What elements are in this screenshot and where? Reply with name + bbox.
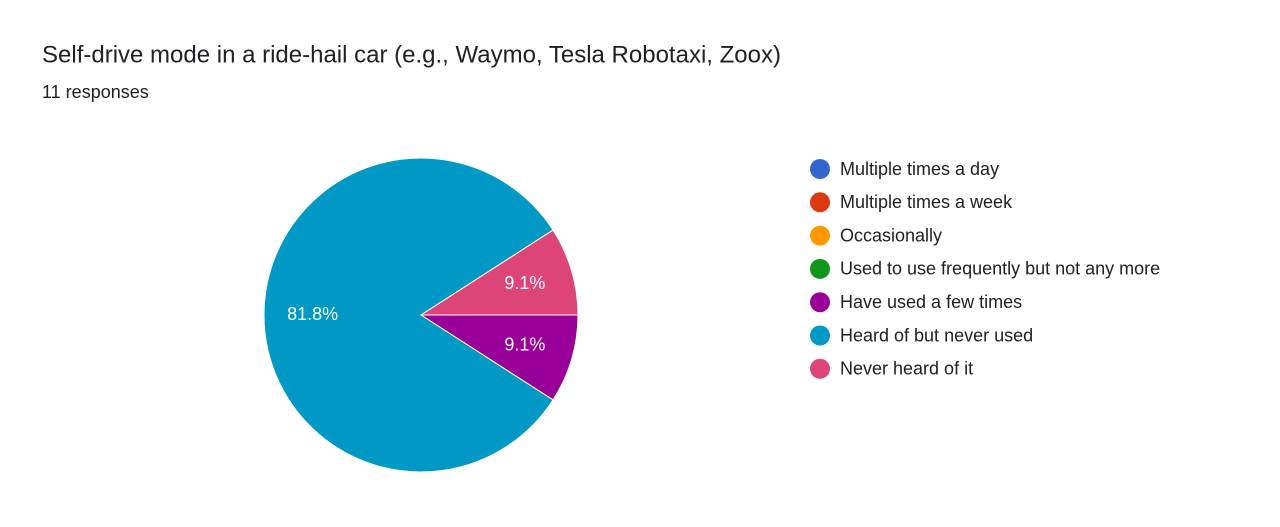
chart-title: Self-drive mode in a ride-hail car (e.g.… <box>42 41 781 68</box>
slice-label: 81.8% <box>287 304 338 324</box>
legend-swatch <box>810 225 830 246</box>
legend-label: Used to use frequently but not any more <box>840 259 1160 279</box>
legend-swatch <box>810 159 830 179</box>
slice-label: 9.1% <box>504 334 545 354</box>
legend-label: Multiple times a week <box>840 192 1013 212</box>
legend-label: Have used a few times <box>840 292 1022 312</box>
legend-label: Multiple times a day <box>840 159 999 179</box>
legend-swatch <box>810 192 830 213</box>
legend-swatch <box>810 258 830 279</box>
legend-swatch <box>810 358 830 379</box>
legend-swatch <box>810 292 830 313</box>
legend-label: Never heard of it <box>840 359 973 379</box>
pie-slice <box>419 314 579 401</box>
slice-label: 9.1% <box>504 273 545 293</box>
pie-slice <box>263 157 554 473</box>
legend-swatch <box>810 325 830 346</box>
pie-slice <box>419 229 579 316</box>
legend-label: Heard of but never used <box>840 325 1033 345</box>
chart-subtitle: 11 responses <box>42 82 149 102</box>
legend-label: Occasionally <box>840 225 942 245</box>
